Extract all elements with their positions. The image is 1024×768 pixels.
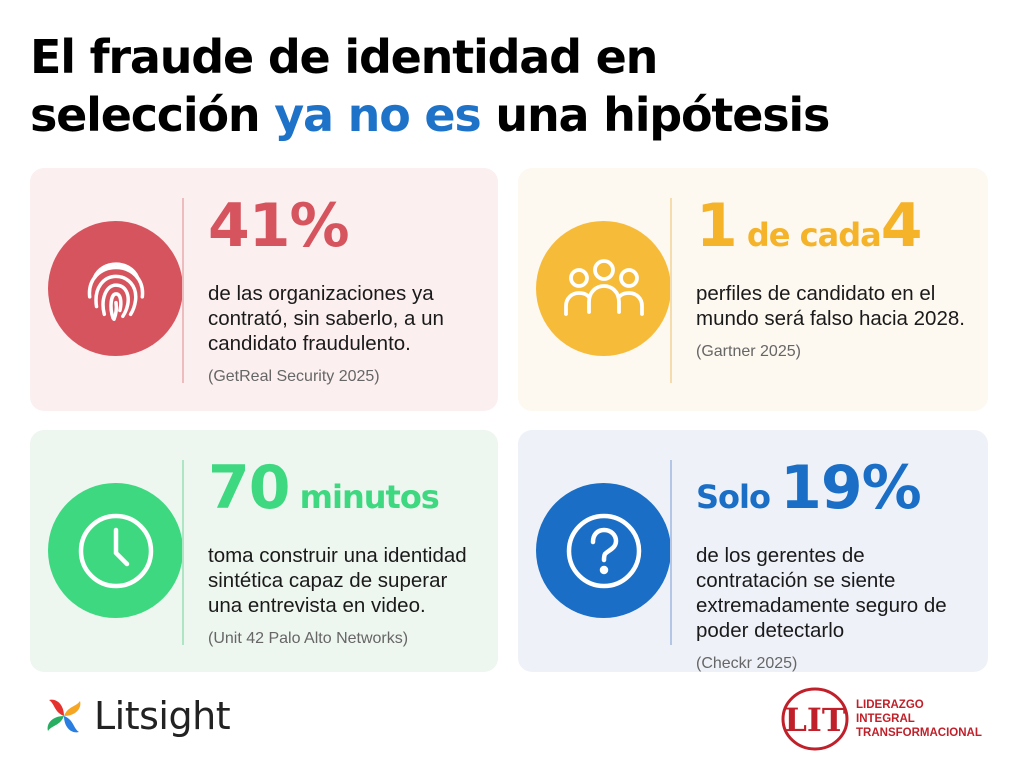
page-title: El fraude de identidad en selección ya n… (30, 28, 1000, 144)
stat-value-part: de cada (736, 216, 882, 254)
lit-line-2: INTEGRAL (856, 713, 915, 725)
lit-mark-text: LIT (784, 701, 845, 739)
lit-wordmark: LIDERAZGO INTEGRAL TRANSFORMACIONAL (856, 698, 982, 740)
stat-description: de las organizaciones ya contrató, sin s… (208, 282, 444, 355)
stat-source: (GetReal Security 2025) (208, 368, 380, 385)
stat-card-fraud-hires: 41% de las organizaciones ya contrató, s… (30, 168, 498, 411)
stat-source: (Gartner 2025) (696, 343, 801, 360)
pinwheel-icon (47, 699, 81, 733)
divider (182, 198, 184, 383)
stat-card-synthetic-identity: 70 minutos toma construir una identidad … (30, 430, 498, 672)
question-mark-icon (536, 483, 671, 618)
stat-text: Solo 19% de los gerentes de contratación… (696, 456, 974, 673)
stat-text: 1 de cada4 perfiles de candidato en el m… (696, 194, 974, 361)
divider (670, 198, 672, 383)
title-line-2-start: selección (30, 88, 275, 142)
litsight-name: Litsight (94, 694, 231, 738)
title-line-1: El fraude de identidad en (30, 30, 658, 84)
stat-value-part: 4 (880, 191, 923, 261)
stat-value-part: 19% (780, 453, 922, 523)
lit-mark: LIT (781, 687, 849, 751)
lit-logo: LIT LIDERAZGO INTEGRAL TRANSFORMACIONAL (780, 686, 982, 752)
stat-source: (Unit 42 Palo Alto Networks) (208, 630, 409, 647)
litsight-logo: Litsight (42, 694, 231, 738)
lit-line-1: LIDERAZGO (856, 699, 924, 711)
stat-value-part: Solo (696, 478, 781, 516)
stat-value: 41% (208, 194, 484, 273)
stat-value: Solo 19% (696, 456, 974, 535)
stat-text: 41% de las organizaciones ya contrató, s… (208, 194, 484, 386)
stat-description: toma construir una identidad sintética c… (208, 544, 467, 617)
stat-value-part: 41% (208, 191, 350, 261)
stat-value-part: 1 (696, 191, 738, 261)
title-accent: ya no es (274, 88, 482, 142)
lit-line-3: TRANSFORMACIONAL (856, 727, 982, 739)
divider (182, 460, 184, 645)
stat-source: (Checkr 2025) (696, 655, 798, 672)
fingerprint-icon (48, 221, 183, 356)
stat-value-part: minutos (289, 478, 440, 516)
stat-value: 70 minutos (208, 456, 484, 535)
stat-text: 70 minutos toma construir una identidad … (208, 456, 484, 648)
stat-value-part: 70 (208, 453, 290, 523)
clock-icon (48, 483, 183, 618)
stat-card-manager-confidence: Solo 19% de los gerentes de contratación… (518, 430, 988, 672)
stat-card-fake-profiles: 1 de cada4 perfiles de candidato en el m… (518, 168, 988, 411)
stat-description: perfiles de candidato en el mundo será f… (696, 282, 965, 330)
stat-description: de los gerentes de contratación se sient… (696, 544, 947, 642)
stat-value: 1 de cada4 (696, 194, 974, 273)
divider (670, 460, 672, 645)
people-group-icon (536, 221, 671, 356)
title-line-2-end: una hipótesis (480, 88, 830, 142)
